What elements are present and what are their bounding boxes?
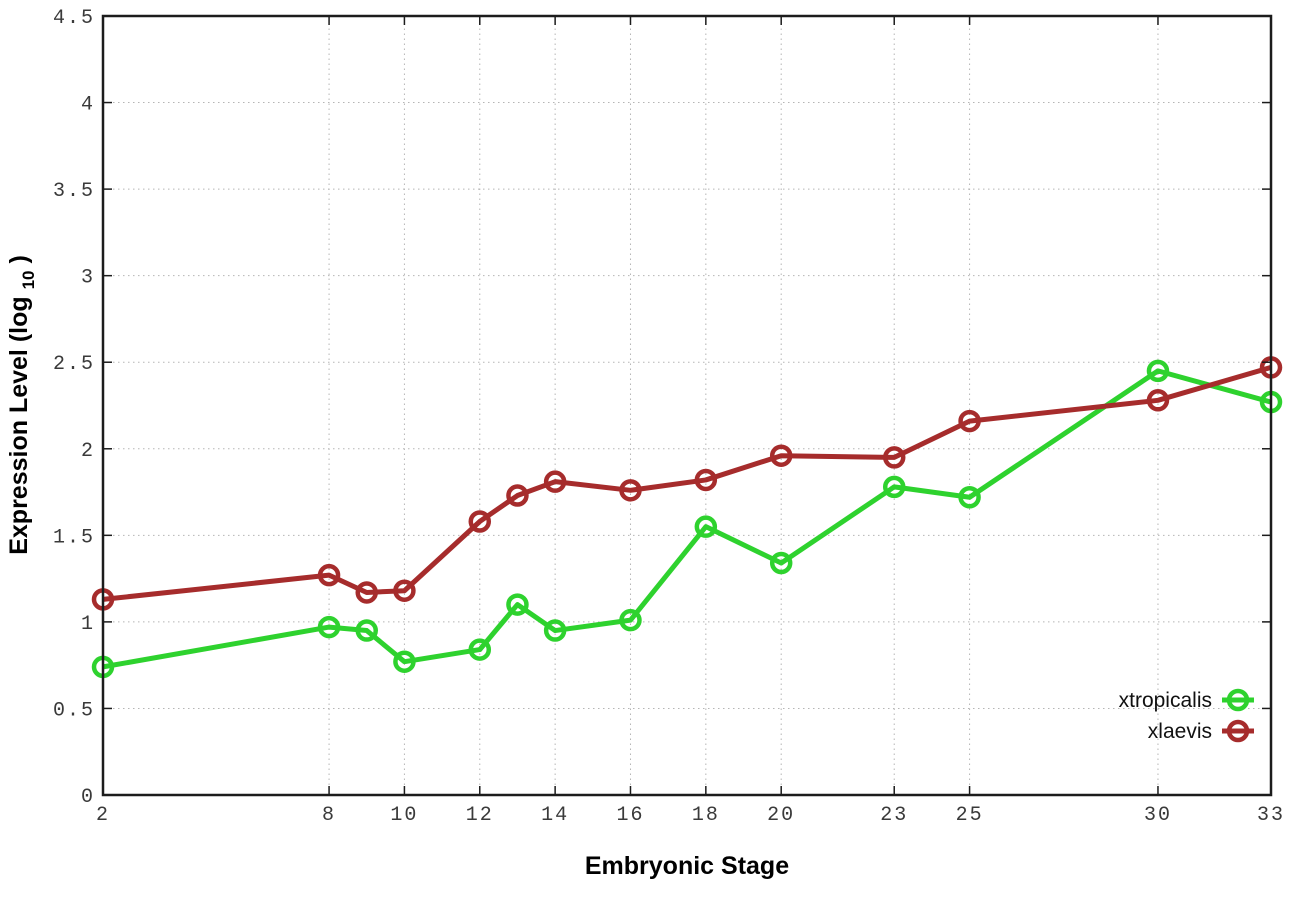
data-point-xtropicalis: [769, 551, 793, 575]
y-tick-label: 1: [81, 613, 95, 636]
y-axis-title: Expression Level (log 10 ): [5, 255, 40, 555]
y-tick-label: 2: [81, 440, 95, 463]
x-tick-label: 20: [767, 804, 795, 827]
y-tick-label: 3.5: [53, 180, 95, 203]
y-axis-title-main: Expression Level (log: [5, 296, 33, 554]
x-tick-label: 8: [322, 804, 336, 827]
series-line-xlaevis: [102, 365, 1272, 602]
y-axis-title-close: ): [5, 255, 33, 263]
legend-label-xlaevis: xlaevis: [1148, 720, 1212, 743]
x-tick-label: 18: [692, 804, 720, 827]
legend: xtropicalis xlaevis: [1119, 688, 1254, 743]
data-point-xlaevis: [882, 446, 906, 469]
data-point-xlaevis: [393, 579, 416, 602]
data-point-xtropicalis: [958, 485, 981, 509]
data-point-xtropicalis: [468, 638, 492, 661]
x-tick-label: 10: [390, 804, 418, 827]
x-tick-label: 16: [616, 804, 644, 827]
data-point-xtropicalis: [393, 650, 416, 673]
y-tick-label: 0: [81, 786, 95, 809]
tick-layer: [102, 15, 1272, 796]
data-point-xlaevis: [1146, 389, 1170, 412]
y-tick-label: 3: [81, 267, 95, 290]
y-tick-label: 4.5: [53, 7, 95, 30]
legend-sample-marker-xlaevis: [1226, 719, 1250, 743]
y-axis-title-subscript: 10: [19, 270, 38, 289]
x-tick-label: 12: [466, 804, 494, 827]
data-point-xlaevis: [355, 581, 378, 604]
plot-border: [101, 14, 1273, 797]
data-point-xlaevis: [958, 409, 981, 433]
data-point-xlaevis: [543, 470, 567, 493]
y-tick-label: 0.5: [53, 699, 95, 722]
legend-label-xtropicalis: xtropicalis: [1119, 689, 1212, 712]
data-point-xtropicalis: [1146, 359, 1170, 383]
data-point-xtropicalis: [317, 615, 341, 639]
x-axis-title: Embryonic Stage: [585, 852, 789, 880]
y-tick-label: 2.5: [53, 353, 95, 376]
data-point-xlaevis: [694, 468, 718, 492]
data-point-xlaevis: [506, 484, 529, 507]
data-point-xtropicalis: [355, 619, 378, 642]
series-layer: [91, 356, 1283, 679]
y-tick-label: 4: [81, 94, 95, 117]
x-tick-label: 14: [541, 804, 569, 827]
data-point-xlaevis: [619, 479, 642, 502]
x-tick-label: 30: [1144, 804, 1172, 827]
x-tick-label: 23: [880, 804, 908, 827]
tick-label-layer: 2 8 10 12 14 16 18 20 23 25 30 33 0 0.5 1 1.5 2 2.5 3 3.5 4 4…: [53, 7, 1285, 827]
data-point-xlaevis: [468, 510, 492, 533]
y-tick-label: 1.5: [53, 526, 95, 549]
data-point-xlaevis: [317, 563, 341, 587]
x-tick-label: 33: [1257, 804, 1285, 827]
data-point-xtropicalis: [882, 475, 906, 499]
legend-sample-marker-xtropicalis: [1226, 688, 1250, 712]
data-point-xtropicalis: [543, 619, 567, 642]
data-point-xlaevis: [769, 444, 793, 467]
data-point-xtropicalis: [506, 593, 529, 616]
x-tick-label: 25: [956, 804, 984, 827]
plot-frame: [101, 14, 1273, 797]
series-line-xtropicalis: [102, 368, 1272, 670]
x-tick-label: 2: [96, 804, 110, 827]
data-point-xtropicalis: [619, 608, 642, 632]
data-point-xtropicalis: [694, 515, 718, 538]
